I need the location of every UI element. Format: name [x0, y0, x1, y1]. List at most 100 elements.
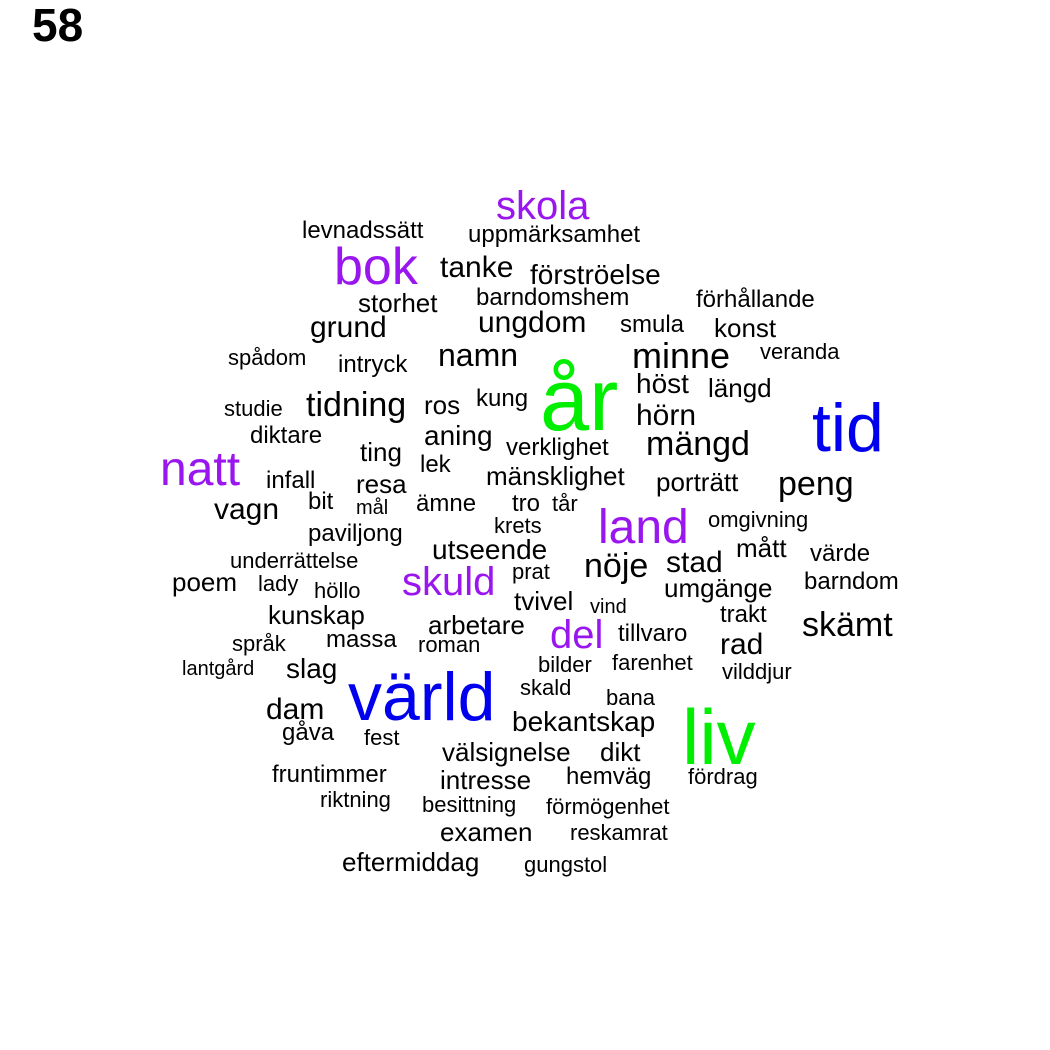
cloud-word: verklighet [506, 434, 609, 461]
cloud-word: stad [666, 546, 723, 579]
cloud-word: porträtt [656, 467, 739, 497]
cloud-word: grund [310, 311, 387, 344]
cloud-word: ting [360, 437, 402, 467]
cloud-word: konst [714, 313, 777, 343]
cloud-word: tanke [440, 251, 514, 284]
cloud-word: studie [224, 396, 283, 421]
cloud-word: språk [232, 631, 286, 656]
cloud-word: minne [632, 335, 731, 376]
cloud-word: slag [286, 653, 338, 684]
cloud-word: del [550, 613, 604, 657]
cloud-word: underrättelse [230, 548, 359, 573]
cloud-word: lek [420, 451, 451, 478]
cloud-word: tvivel [514, 586, 574, 616]
cloud-word: tår [552, 491, 578, 516]
cloud-word: examen [440, 817, 533, 847]
cloud-word: skuld [402, 560, 496, 604]
cloud-word: förströelse [530, 259, 661, 290]
cloud-word: roman [418, 632, 481, 657]
cloud-word: resa [356, 469, 407, 499]
cloud-word: skald [520, 675, 572, 700]
cloud-word: bok [334, 238, 418, 296]
cloud-word: namn [438, 337, 519, 373]
cloud-word: tillvaro [618, 620, 688, 647]
cloud-word: skämt [802, 606, 893, 644]
cloud-word: tidning [306, 386, 407, 424]
cloud-word: höst [636, 368, 689, 399]
cloud-word: smula [620, 311, 685, 338]
cloud-word: spådom [228, 345, 307, 370]
cloud-word: land [598, 501, 689, 554]
cloud-word: levnadssätt [302, 217, 424, 244]
cloud-word: reskamrat [570, 820, 668, 845]
cloud-word: ungdom [478, 306, 587, 339]
cloud-word: gåva [282, 719, 335, 746]
cloud-word: barndomshem [476, 284, 630, 311]
cloud-word: bekantskap [512, 706, 656, 737]
cloud-word: lantgård [182, 658, 255, 680]
cloud-word: välsignelse [442, 737, 571, 767]
cloud-word: eftermiddag [342, 847, 480, 877]
cloud-word: fördrag [688, 764, 758, 789]
cloud-word: infall [266, 467, 316, 494]
cloud-word: liv [682, 693, 756, 781]
cloud-word: diktare [250, 422, 323, 449]
cloud-word: farenhet [612, 650, 693, 675]
cloud-word: värld [348, 659, 496, 735]
cloud-word: kunskap [268, 600, 365, 630]
cloud-word: tro [512, 490, 541, 517]
cloud-word: massa [326, 626, 397, 653]
cloud-word: hemväg [566, 763, 652, 790]
cloud-word: aning [424, 420, 493, 451]
cloud-word: storhet [358, 288, 438, 318]
cloud-word: bilder [538, 652, 592, 677]
cloud-word: kung [476, 385, 529, 412]
cloud-word: prat [512, 559, 550, 584]
page-number: 58 [32, 0, 84, 51]
cloud-word: hörn [636, 399, 697, 432]
cloud-word: skola [496, 184, 590, 228]
cloud-word: veranda [760, 339, 840, 364]
cloud-word: fruntimmer [272, 761, 387, 788]
cloud-word: mål [356, 497, 389, 519]
cloud-word: krets [494, 513, 542, 538]
cloud-word: barndom [804, 568, 899, 595]
cloud-word: gungstol [524, 852, 608, 877]
cloud-word: dam [266, 693, 325, 726]
cloud-word: höllo [314, 578, 361, 603]
cloud-word: vagn [214, 493, 280, 526]
cloud-word: förmögenhet [546, 794, 670, 819]
cloud-word: mått [736, 533, 787, 563]
cloud-word: bana [606, 685, 655, 710]
cloud-word: tid [812, 390, 884, 466]
cloud-word: poem [172, 567, 238, 597]
cloud-word: riktning [320, 787, 391, 812]
cloud-word: värde [810, 540, 871, 567]
cloud-word: intresse [440, 765, 532, 795]
cloud-word: natt [160, 443, 241, 496]
cloud-word: ros [424, 390, 461, 420]
cloud-word: längd [708, 373, 772, 403]
cloud-word: peng [778, 465, 854, 503]
cloud-word: nöje [584, 547, 649, 585]
cloud-word: omgivning [708, 507, 809, 532]
cloud-word: vilddjur [722, 659, 792, 684]
cloud-word: besittning [422, 792, 517, 817]
cloud-word: paviljong [308, 520, 403, 547]
cloud-word: förhållande [696, 286, 815, 313]
cloud-word: bit [308, 488, 334, 515]
cloud-word: dikt [600, 737, 641, 767]
cloud-word: mängd [646, 425, 750, 463]
cloud-word: rad [720, 628, 764, 661]
cloud-word: uppmärksamhet [468, 221, 641, 248]
cloud-word: vind [590, 596, 627, 618]
cloud-word: arbetare [428, 610, 525, 640]
cloud-word: intryck [338, 351, 408, 378]
cloud-word: umgänge [664, 573, 773, 603]
cloud-word: fest [364, 725, 400, 750]
cloud-word: ämne [416, 490, 477, 517]
cloud-word: utseende [432, 534, 548, 565]
cloud-word: år [540, 350, 619, 449]
cloud-word: lady [258, 571, 299, 596]
